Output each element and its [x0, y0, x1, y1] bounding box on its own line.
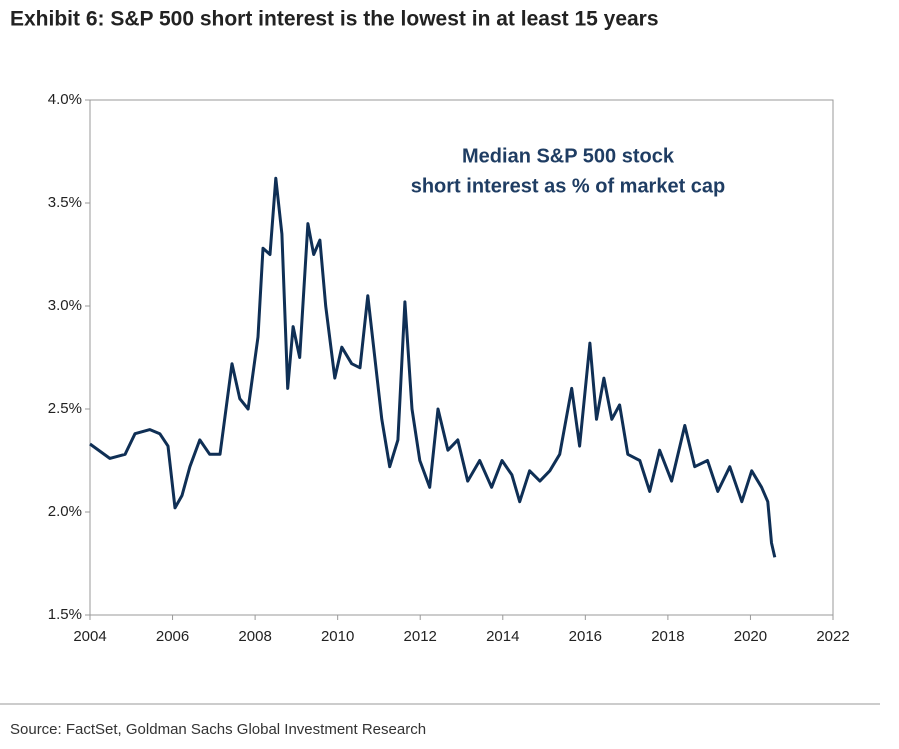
annotation: Median S&P 500 stock — [462, 145, 675, 167]
x-tick-label: 2020 — [734, 628, 767, 645]
x-tick-label: 2012 — [404, 628, 437, 645]
x-tick-label: 2022 — [816, 628, 849, 645]
x-tick-label: 2008 — [238, 628, 271, 645]
y-tick-label: 2.5% — [48, 400, 82, 417]
x-tick-label: 2016 — [569, 628, 602, 645]
annotation: short interest as % of market cap — [411, 175, 726, 197]
x-tick-label: 2014 — [486, 628, 519, 645]
source-note: Source: FactSet, Goldman Sachs Global In… — [10, 721, 426, 738]
series-line — [89, 176, 777, 558]
y-tick-label: 3.0% — [48, 297, 82, 314]
plot-frame — [89, 99, 834, 616]
x-tick-label: 2004 — [73, 628, 106, 645]
x-tick-label: 2006 — [156, 628, 189, 645]
chart-title: Exhibit 6: S&P 500 short interest is the… — [10, 8, 659, 31]
y-tick-label: 2.0% — [48, 503, 82, 520]
y-tick-label: 3.5% — [48, 194, 82, 211]
x-tick-label: 2018 — [651, 628, 684, 645]
x-tick-label: 2010 — [321, 628, 354, 645]
y-tick-label: 1.5% — [48, 606, 82, 623]
y-tick-label: 4.0% — [48, 91, 82, 108]
